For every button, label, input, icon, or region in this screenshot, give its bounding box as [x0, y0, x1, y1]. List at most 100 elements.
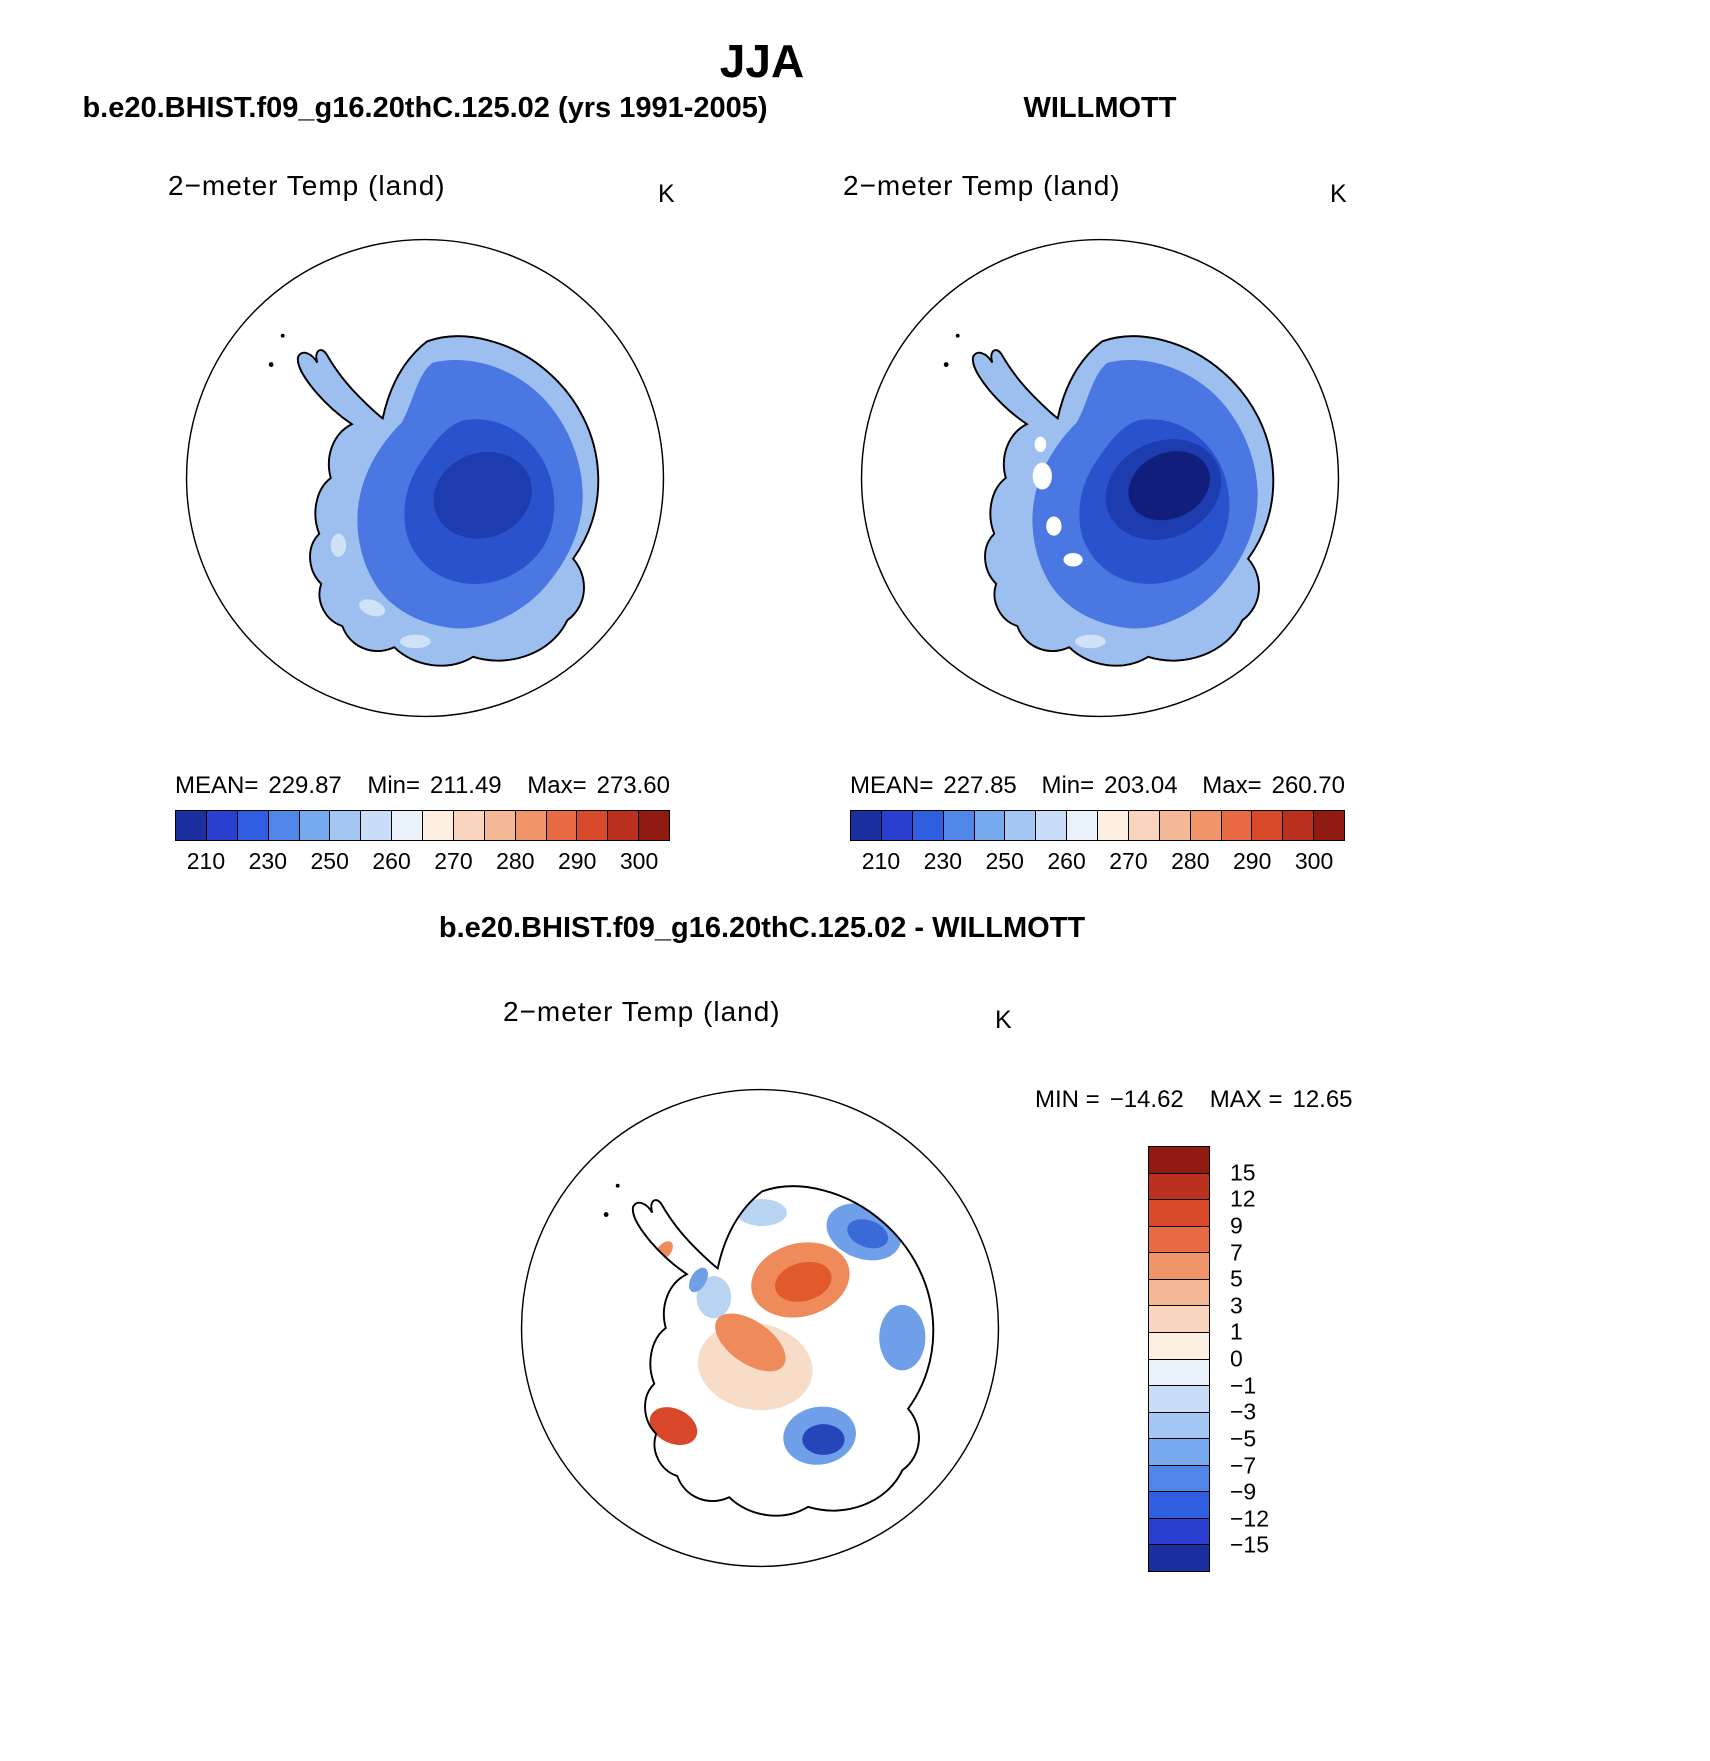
colorbar-segment: [943, 810, 975, 841]
colorbar-segment: [639, 810, 670, 841]
colorbar-tick-label: −12: [1230, 1505, 1270, 1532]
obs-map: [860, 238, 1340, 718]
colorbar-segment: [330, 810, 362, 841]
colorbar-tick-label: −3: [1230, 1398, 1257, 1425]
colorbar-tick-label: 290: [1233, 848, 1272, 874]
obs-units-label: K: [1330, 180, 1347, 208]
obs-colorbar-ticks: 210 230 250 260 270 280 290 300: [850, 848, 1345, 874]
model-map: [185, 238, 665, 718]
model-panel-header: b.e20.BHIST.f09_g16.20thC.125.02 (yrs 19…: [82, 92, 768, 124]
colorbar-segment: [1036, 810, 1068, 841]
colorbar-tick-label: 0: [1230, 1345, 1243, 1372]
colorbar-segment: [453, 810, 485, 841]
model-colorbar: [175, 810, 670, 841]
colorbar-tick-label: 1: [1230, 1318, 1243, 1345]
colorbar-segment: [392, 810, 423, 841]
colorbar-segment: [175, 810, 207, 841]
colorbar-tick-label: 210: [861, 848, 901, 874]
colorbar-segment: [850, 810, 882, 841]
min-value: −14.62: [1109, 1086, 1184, 1113]
colorbar-tick-label: 15: [1230, 1159, 1256, 1186]
model-units-label: K: [658, 180, 675, 208]
mean-label: MEAN=: [850, 772, 934, 799]
colorbar-segment: [237, 810, 269, 841]
island-dot: [615, 1183, 620, 1188]
colorbar-segment: [206, 810, 238, 841]
colorbar-segment: [361, 810, 393, 841]
colorbar-segment: [1067, 810, 1098, 841]
diff-units-label: K: [995, 1006, 1012, 1034]
antarctica-landmass-diff: [603, 1183, 935, 1517]
island-dot: [603, 1212, 609, 1217]
colorbar-segment: [1148, 1226, 1210, 1254]
colorbar-segment: [299, 810, 331, 841]
colorbar-tick-label: 210: [186, 848, 226, 874]
colorbar-segment: [268, 810, 300, 841]
colorbar-tick-label: 230: [248, 848, 287, 874]
colorbar-tick-label: 7: [1230, 1239, 1243, 1265]
colorbar-segment: [1148, 1545, 1210, 1572]
colorbar-segment: [1148, 1386, 1210, 1413]
island-dot: [955, 333, 960, 338]
antarctica-landmass: [268, 333, 600, 667]
colorbar-tick-label: 5: [1230, 1265, 1243, 1292]
colorbar-tick-label: 280: [1171, 848, 1210, 874]
model-colorbar-ticks: 210 230 250 260 270 280 290 300: [175, 848, 670, 874]
colorbar-segment: [1148, 1253, 1210, 1280]
island-dot: [280, 333, 285, 338]
globe-outline: [520, 1088, 1000, 1568]
diff-minmax: MIN = −14.62 MAX = 12.65: [1035, 1086, 1353, 1114]
colorbar-segment: [1190, 810, 1222, 841]
colorbar-tick-label: 3: [1230, 1292, 1243, 1319]
colorbar-tick-label: −15: [1230, 1531, 1270, 1558]
min-value: 203.04: [1104, 772, 1178, 799]
colorbar-segment: [1098, 810, 1129, 841]
colorbar-segment: [912, 810, 944, 841]
colorbar-tick-label: 260: [1047, 848, 1086, 874]
colorbar-tick-label: −9: [1230, 1478, 1257, 1505]
max-value: 12.65: [1292, 1086, 1353, 1113]
colorbar-segment: [1148, 1200, 1210, 1227]
colorbar-tick-label: 300: [1294, 848, 1334, 874]
colorbar-segment: [577, 810, 609, 841]
colorbar-segment: [1314, 810, 1345, 841]
mean-value: 227.85: [943, 772, 1017, 799]
diff-colorbar-ticks: 15 12 9 7 5 3 1 0 −1 −3 −5 −7 −9 −12 −15: [1230, 1146, 1300, 1572]
colorbar-segment: [1148, 1279, 1210, 1307]
island-dot: [943, 362, 949, 367]
season-title: JJA: [719, 35, 805, 87]
colorbar-tick-label: 270: [434, 848, 473, 874]
colorbar-segment: [1148, 1492, 1210, 1519]
colorbar-segment: [484, 810, 516, 841]
colorbar-segment: [546, 810, 578, 841]
colorbar-tick-label: 290: [558, 848, 597, 874]
max-value: 260.70: [1271, 772, 1345, 799]
min-label: Min=: [367, 772, 421, 799]
colorbar-segment: [608, 810, 640, 841]
colorbar-segment: [1005, 810, 1037, 841]
max-label: MAX =: [1209, 1086, 1283, 1113]
colorbar-tick-label: 9: [1230, 1212, 1243, 1239]
colorbar-segment: [1148, 1332, 1210, 1360]
colorbar-segment: [1252, 810, 1284, 841]
colorbar-segment: [1148, 1439, 1210, 1466]
diff-map-title: 2−meter Temp (land): [503, 996, 781, 1027]
colorbar-segment: [1148, 1518, 1210, 1546]
model-stats: MEAN= 229.87 Min= 211.49 Max= 273.60: [175, 772, 670, 800]
colorbar-segment: [1148, 1465, 1210, 1493]
antarctica-landmass: [943, 333, 1275, 667]
colorbar-segment: [1148, 1412, 1210, 1440]
colorbar-segment: [1148, 1359, 1210, 1387]
colorbar-tick-label: 300: [619, 848, 659, 874]
colorbar-segment: [1148, 1306, 1210, 1333]
colorbar-segment: [1128, 810, 1160, 841]
colorbar-tick-label: −7: [1230, 1452, 1257, 1478]
obs-stats: MEAN= 227.85 Min= 203.04 Max= 260.70: [850, 772, 1345, 800]
diff-colorbar: [1148, 1146, 1210, 1572]
colorbar-segment: [1283, 810, 1315, 841]
colorbar-tick-label: −5: [1230, 1425, 1257, 1452]
colorbar-tick-label: 250: [310, 848, 349, 874]
colorbar-tick-label: 280: [496, 848, 535, 874]
max-label: Max=: [1202, 772, 1262, 799]
